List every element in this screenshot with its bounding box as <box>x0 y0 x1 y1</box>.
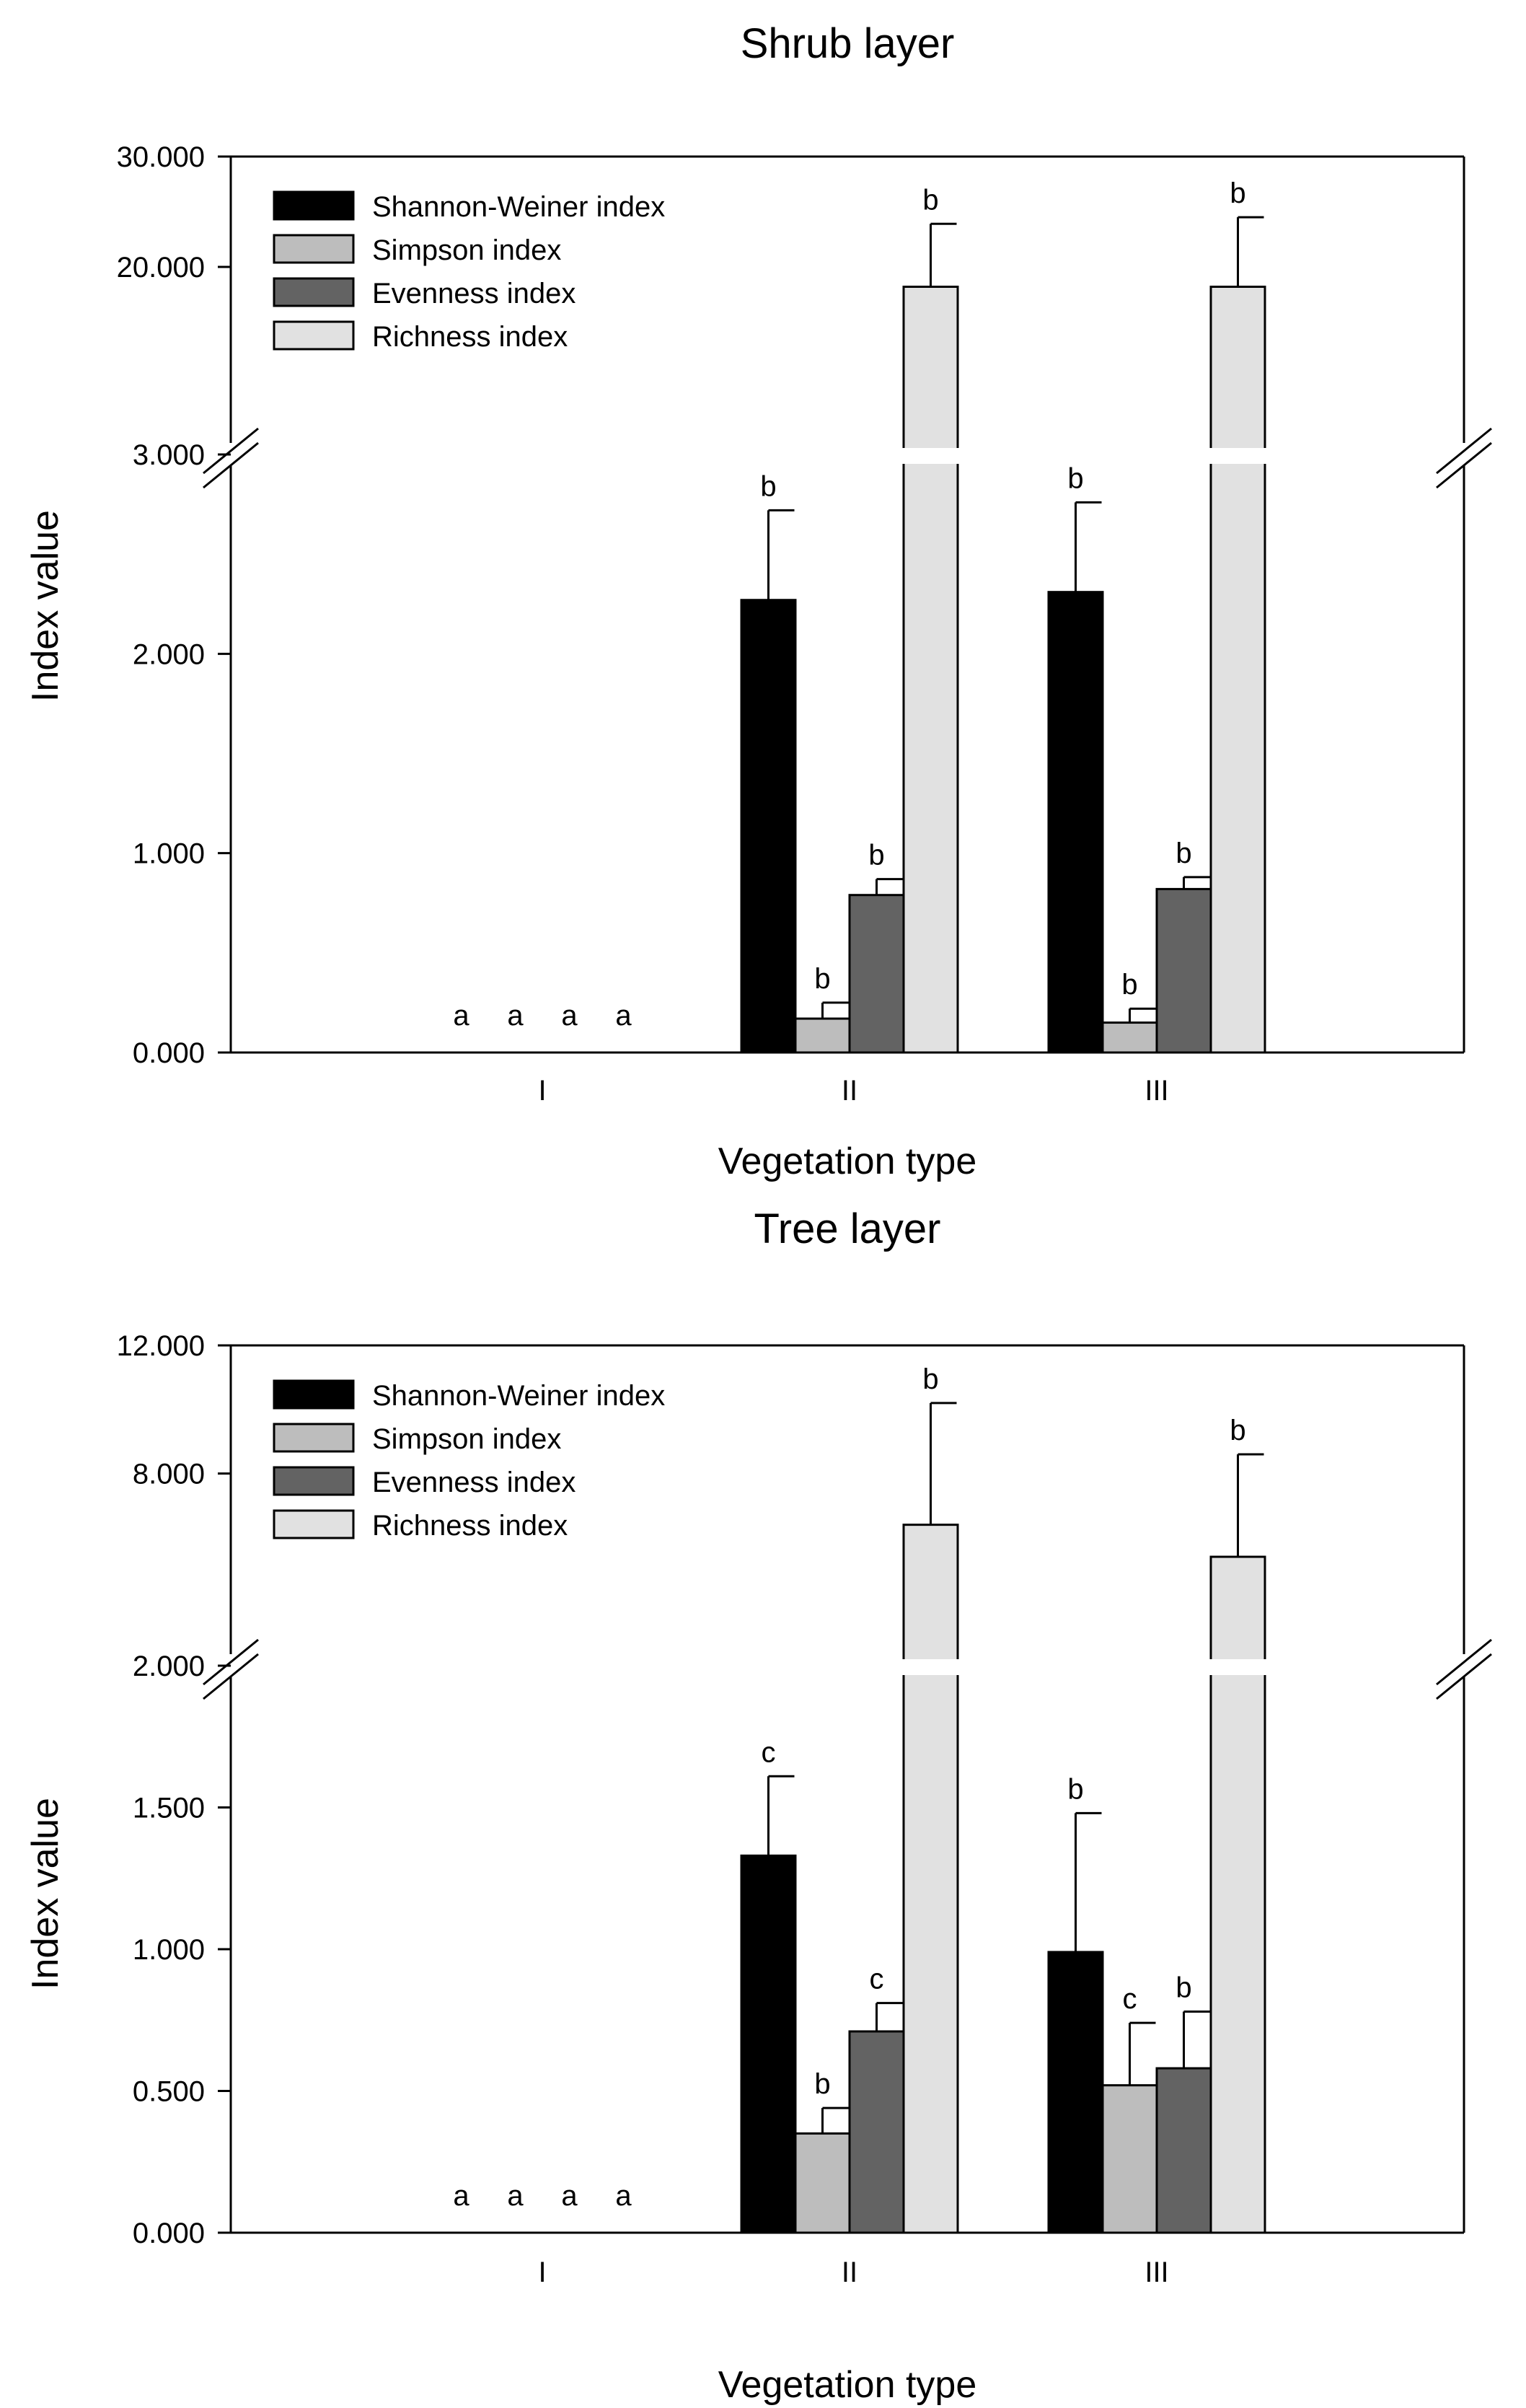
y-axis-label: Index value <box>25 1798 66 1990</box>
shrub-layer-panel: Shrub layer a b b a b b a b b a b b 0.000 1.000 2.000 3.… <box>25 20 1492 1182</box>
bar-evenness-index-iii <box>1155 2067 1212 2234</box>
x-axis-label: Vegetation type <box>718 2364 977 2406</box>
significance-letter: a <box>453 1000 469 1032</box>
break-mark-left <box>203 1653 259 1700</box>
bar-richness-index-ii <box>902 285 959 1054</box>
significance-letter: a <box>561 2180 578 2212</box>
break-mark-right <box>1436 1638 1492 1686</box>
significance-letter: b <box>814 963 830 995</box>
bar-simpson-index-iii <box>1101 1021 1158 1054</box>
legend-label-evenness-index: Evenness index <box>372 278 575 309</box>
legend-label-shannon-weiner-index: Shannon-Weiner index <box>372 191 665 223</box>
break-mark-right <box>1436 441 1492 489</box>
x-tick-label: I <box>538 2257 546 2288</box>
legend-swatch-shannon-weiner-index <box>273 1379 355 1410</box>
significance-letter: a <box>507 1000 524 1032</box>
legend-label-evenness-index: Evenness index <box>372 1467 575 1498</box>
x-tick-label: I <box>538 1075 546 1107</box>
bar-richness-index-iii <box>1209 285 1266 1054</box>
tree-layer-panel: Tree layer a c b a b c a c b a b b 0.000 0.500 1.000 1.5… <box>25 1205 1492 2406</box>
y-tick-label: 1.000 <box>133 838 205 870</box>
significance-letter: a <box>615 1000 632 1032</box>
break-mark-right <box>1436 1653 1492 1700</box>
significance-letter: a <box>453 2180 469 2212</box>
legend-swatch-simpson-index <box>273 1423 355 1453</box>
bar-richness-index-iii <box>1209 1555 1266 2234</box>
y-tick-label: 0.500 <box>133 2076 205 2108</box>
x-tick-label: III <box>1144 2257 1168 2288</box>
legend-label-shannon-weiner-index: Shannon-Weiner index <box>372 1380 665 1412</box>
significance-letter: b <box>1067 1773 1083 1805</box>
y-tick-label: 1.500 <box>133 1793 205 1824</box>
significance-letter: b <box>1176 1972 1191 2003</box>
significance-letter: a <box>561 1000 578 1032</box>
y-tick-label: 8.000 <box>133 1459 205 1490</box>
legend-swatch-richness-index <box>273 1509 355 1539</box>
bar-evenness-index-ii <box>848 894 905 1054</box>
bar-richness-index-ii <box>902 1524 959 2234</box>
break-mark-left <box>203 441 259 489</box>
y-tick-label: 12.000 <box>117 1330 205 1362</box>
y-tick-label: 2.000 <box>133 638 205 670</box>
x-tick-label: II <box>842 1075 857 1107</box>
break-mark-left <box>203 1638 259 1686</box>
bar-evenness-index-ii <box>848 2030 905 2234</box>
y-axis-label: Index value <box>25 510 66 702</box>
y-tick-label: 1.000 <box>133 1934 205 1966</box>
legend-swatch-evenness-index <box>273 1466 355 1496</box>
axis-break-gap <box>234 1659 1461 1675</box>
break-mark-left <box>203 427 259 475</box>
y-tick-label: 0.000 <box>133 1037 205 1069</box>
legend-swatch-evenness-index <box>273 277 355 307</box>
x-tick-label: II <box>842 2257 857 2288</box>
legend-label-richness-index: Richness index <box>372 321 568 353</box>
bar-shannon-weiner-index-ii <box>740 1854 797 2234</box>
y-tick-label: 2.000 <box>133 1651 205 1682</box>
significance-letter: b <box>922 1363 938 1395</box>
significance-letter: b <box>1230 1415 1245 1446</box>
chart-title: Tree layer <box>754 1205 941 1252</box>
significance-letter: a <box>615 2180 632 2212</box>
y-tick-label: 0.000 <box>133 2218 205 2249</box>
bar-evenness-index-iii <box>1155 887 1212 1054</box>
bar-shannon-weiner-index-iii <box>1047 591 1104 1054</box>
significance-letter: b <box>1121 969 1137 1001</box>
legend-label-richness-index: Richness index <box>372 1510 568 1542</box>
bar-shannon-weiner-index-ii <box>740 599 797 1054</box>
significance-letter: b <box>814 2068 830 2100</box>
bar-simpson-index-iii <box>1101 2084 1158 2234</box>
y-tick-label: 3.000 <box>133 439 205 471</box>
legend-swatch-shannon-weiner-index <box>273 190 355 221</box>
significance-letter: b <box>1230 177 1245 209</box>
y-tick-label: 20.000 <box>117 252 205 284</box>
significance-letter: c <box>1123 1983 1137 2015</box>
significance-letter: b <box>1176 838 1191 869</box>
significance-letter: c <box>870 1964 884 1995</box>
legend-swatch-simpson-index <box>273 234 355 264</box>
x-tick-label: III <box>1144 1075 1168 1107</box>
significance-letter: a <box>507 2180 524 2212</box>
bar-shannon-weiner-index-iii <box>1047 1951 1104 2234</box>
legend-swatch-richness-index <box>273 320 355 351</box>
significance-letter: c <box>762 1736 776 1768</box>
x-axis-label: Vegetation type <box>718 1141 977 1182</box>
chart-title: Shrub layer <box>741 20 955 67</box>
legend-label-simpson-index: Simpson index <box>372 1423 561 1455</box>
significance-letter: b <box>868 840 884 871</box>
significance-letter: b <box>1067 462 1083 494</box>
significance-letter: b <box>760 470 776 502</box>
legend-label-simpson-index: Simpson index <box>372 234 561 266</box>
bar-simpson-index-ii <box>794 1017 851 1054</box>
significance-letter: b <box>922 184 938 216</box>
break-mark-right <box>1436 427 1492 475</box>
axis-break-gap <box>234 448 1461 464</box>
bar-simpson-index-ii <box>794 2132 851 2234</box>
y-tick-label: 30.000 <box>117 141 205 173</box>
